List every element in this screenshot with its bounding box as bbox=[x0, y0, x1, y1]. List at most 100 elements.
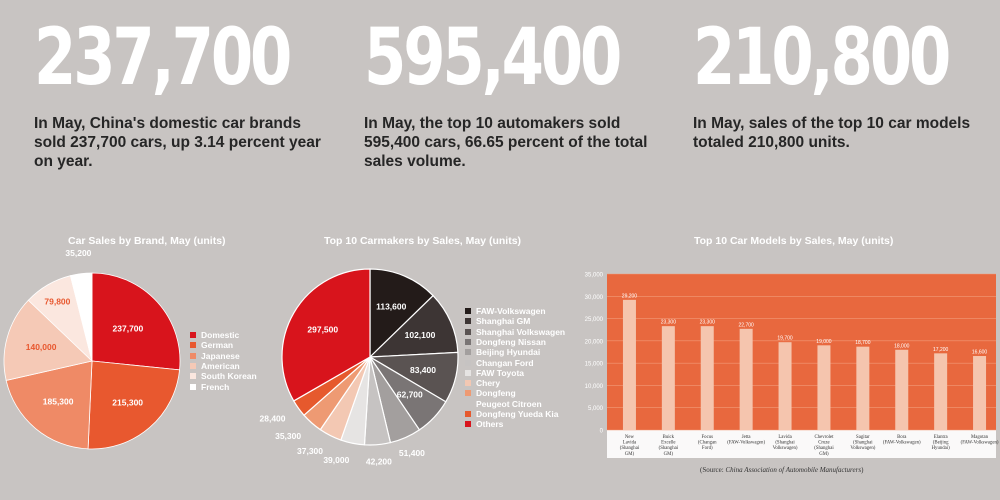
pie-value-label: 42,200 bbox=[366, 457, 392, 467]
x-category-line: Volkswagen) bbox=[850, 446, 875, 451]
legend-label: Shanghai Volkswagen bbox=[476, 326, 566, 337]
bar-value-label: 19,700 bbox=[777, 336, 793, 342]
pie-slice-japanese bbox=[5, 360, 93, 450]
legend-swatch bbox=[465, 369, 471, 376]
legend-label: Dongfeng Peugeot Citroen bbox=[476, 388, 542, 409]
bar bbox=[934, 353, 948, 430]
legend-item: South Korean bbox=[190, 371, 257, 381]
x-category-label: Elantra (Beijing Hyundai) bbox=[932, 435, 951, 451]
legend-item: Beijing Hyundai bbox=[465, 347, 565, 357]
legend-item: FAW Toyota bbox=[465, 368, 565, 378]
y-tick-label: 30,000 bbox=[585, 295, 604, 301]
y-tick-label: 5,000 bbox=[588, 406, 604, 412]
x-category-line: GM) bbox=[625, 452, 635, 457]
x-category-line: (Shanghai bbox=[775, 441, 795, 446]
legend-swatch bbox=[190, 373, 196, 380]
legend-label: Dongfeng Yueda Kia bbox=[476, 409, 559, 420]
bar-value-label: 29,200 bbox=[622, 293, 638, 299]
pie-value-label: 62,700 bbox=[397, 389, 423, 399]
x-category-line: Excelle bbox=[661, 441, 675, 446]
legend-item: FAW-Volkswagen bbox=[465, 306, 565, 316]
bar bbox=[661, 326, 675, 430]
stat-value: 595,400 bbox=[364, 13, 622, 103]
y-tick-label: 20,000 bbox=[585, 339, 604, 345]
pie-value-label: 83,400 bbox=[410, 365, 436, 375]
x-category-label: Sagitar (Shanghai Volkswagen) bbox=[850, 435, 875, 451]
x-category-label: Jetta (FAW-Volkswagen) bbox=[727, 435, 765, 446]
pie-slice-american bbox=[3, 299, 93, 381]
x-category-line: Bora bbox=[897, 435, 907, 440]
stat-domestic: 237,700 In May, China's domestic car bra… bbox=[34, 8, 334, 171]
pie-slice-domestic bbox=[91, 272, 181, 371]
x-category-line: Buick bbox=[663, 435, 675, 440]
legend-label: South Korean bbox=[201, 371, 257, 382]
legend-item: Shanghai Volkswagen bbox=[465, 327, 565, 337]
x-category-line: New bbox=[625, 435, 635, 440]
x-category-line: (FAW-Volkswagen) bbox=[883, 441, 921, 446]
pie-value-label: 51,400 bbox=[399, 448, 425, 458]
legend-label: Beijing Hyundai bbox=[476, 347, 541, 358]
x-category-line: (FAW-Volkswagen) bbox=[727, 441, 765, 446]
x-category-line: (FAW-Volkswagen) bbox=[961, 441, 999, 446]
legend-item: Dongfeng Peugeot Citroen bbox=[465, 388, 565, 409]
stat-top10-automakers: 595,400 In May, the top 10 automakers so… bbox=[364, 8, 664, 171]
pie-value-label: 215,300 bbox=[112, 397, 143, 407]
legend-label: Shanghai GM bbox=[476, 316, 531, 327]
pie-slice-french bbox=[69, 272, 93, 362]
stat-description: In May, the top 10 automakers sold 595,4… bbox=[364, 115, 648, 170]
legend-swatch bbox=[190, 332, 196, 339]
y-tick-label: 10,000 bbox=[585, 384, 604, 390]
legend-swatch bbox=[190, 383, 196, 390]
legend-label: French bbox=[201, 381, 230, 392]
legend-swatch bbox=[190, 363, 196, 370]
legend-swatch bbox=[465, 421, 471, 428]
bar bbox=[739, 328, 753, 430]
y-tick-label: 25,000 bbox=[585, 317, 604, 323]
x-category-label: Lavida (Shanghai Volkswagen) bbox=[773, 435, 798, 451]
legend-brand: Domestic German Japanese American South Kore… bbox=[190, 330, 257, 392]
legend-carmakers: FAW-Volkswagen Shanghai GM Shanghai Volksw… bbox=[465, 306, 565, 430]
x-category-line: Ford) bbox=[702, 446, 713, 451]
x-category-line: GM) bbox=[664, 452, 674, 457]
legend-label: Changan Ford bbox=[476, 357, 534, 368]
legend-item: French bbox=[190, 381, 257, 392]
legend-item: Domestic bbox=[190, 330, 257, 340]
x-category-label: New Lavida (Shanghai GM) bbox=[620, 435, 640, 457]
bar-value-label: 19,000 bbox=[816, 339, 832, 345]
x-category-line: Cruze bbox=[818, 441, 829, 446]
x-category-line: Volkswagen) bbox=[773, 446, 798, 451]
x-category-line: Focus bbox=[702, 435, 714, 440]
legend-swatch bbox=[465, 349, 471, 356]
x-category-line: Hyundai) bbox=[932, 446, 951, 451]
stat-description: In May, sales of the top 10 car models t… bbox=[693, 115, 971, 151]
legend-item: American bbox=[190, 361, 257, 371]
legend-item: Shanghai GM bbox=[465, 316, 565, 326]
pie-slice-german bbox=[87, 360, 180, 450]
legend-label: Chery bbox=[476, 378, 501, 389]
legend-label: FAW Toyota bbox=[476, 367, 525, 378]
legend-label: Others bbox=[476, 419, 504, 430]
legend-swatch bbox=[465, 411, 471, 418]
legend-swatch bbox=[465, 308, 471, 315]
pie-value-label: 28,400 bbox=[260, 414, 286, 424]
pie-value-label: 39,000 bbox=[323, 455, 349, 465]
pie-value-label: 237,700 bbox=[113, 324, 144, 334]
bar bbox=[895, 349, 909, 430]
legend-label: American bbox=[201, 361, 240, 372]
y-tick-label: 0 bbox=[600, 429, 604, 435]
stat-top10-models: 210,800 In May, sales of the top 10 car … bbox=[693, 8, 993, 152]
source-note: (Source: China Association of Automobile… bbox=[700, 466, 863, 474]
legend-label: Domestic bbox=[201, 330, 240, 341]
chart-title-models: Top 10 Car Models by Sales, May (units) bbox=[694, 235, 894, 247]
x-category-line: Lavida bbox=[623, 441, 637, 446]
x-category-label: Magotan (FAW-Volkswagen) bbox=[961, 435, 999, 446]
legend-swatch bbox=[465, 328, 471, 335]
legend-swatch bbox=[465, 390, 471, 397]
y-tick-label: 15,000 bbox=[585, 362, 604, 368]
x-category-label: Focus (Changan Ford) bbox=[698, 435, 717, 451]
bar bbox=[700, 326, 714, 430]
legend-swatch bbox=[465, 339, 471, 346]
source-name: China Association of Automobile Manufact… bbox=[725, 466, 862, 474]
bar bbox=[622, 299, 636, 430]
pie-value-label: 102,100 bbox=[405, 330, 436, 340]
